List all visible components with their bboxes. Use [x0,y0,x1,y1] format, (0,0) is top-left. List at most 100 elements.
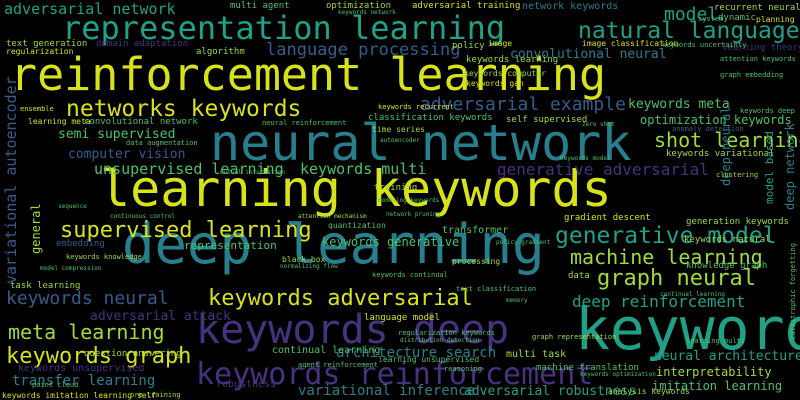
word: graph neural [597,266,756,291]
word: keywords recurrent [378,103,454,111]
word: deep reinforcement [572,292,746,311]
word: keywords learning [466,55,559,65]
word: transformer [442,225,509,236]
word: image classification [582,39,679,48]
word: text generation [6,39,88,49]
word: black box [282,255,326,264]
word: attention keywords [720,55,796,63]
word: natural language [578,18,800,44]
word: model [664,4,719,25]
word: regularization [6,47,74,56]
word: text classification [456,285,537,293]
word: generation keywords [686,217,789,227]
word: representation [184,239,277,252]
word: learning keywords [100,160,612,218]
word: keywords multi [300,160,427,178]
word: model based [763,131,776,204]
word: robustness [216,379,277,390]
word: meta learning [8,320,165,344]
word: keywords model [560,155,611,162]
word: classification keywords [368,113,493,123]
word: imitation learning [652,379,783,393]
word: unsupervised learning [94,160,284,178]
word: computer vision [68,147,186,162]
word: reasoning [444,365,482,373]
word: keywords deep [196,307,510,353]
word: keywords variational [666,149,775,159]
word: processing [452,257,501,266]
word: memory [506,297,528,304]
word: convolutional network [84,117,198,127]
word: knowledge graph [686,261,768,271]
word: domain adaptation [96,39,189,49]
word: dynamic [718,13,756,23]
word: machine translation [536,363,639,373]
word: policy [452,41,485,51]
word: supervised learning [60,218,312,243]
word: generative model [555,223,777,249]
word: learning unsupervised [378,355,480,364]
word: adversarial attack [90,309,231,324]
word: keywords continual [372,271,448,279]
word: keywords natural [684,235,771,245]
word: graph embedding [720,71,784,79]
word: ensemble [20,105,54,113]
word: interpretability [656,365,772,379]
word: multi task [506,349,567,360]
word: sequence [58,203,87,210]
word: quantization [328,221,386,230]
word: time series [372,125,425,134]
word: adversarial example [420,94,626,115]
word: data augmentation [126,139,198,147]
word: gradient descent [564,213,651,223]
word: question answering [84,349,182,359]
word: keywords gan [466,79,524,88]
word: semi supervised [58,127,176,142]
word: task learning [10,281,81,291]
word: system [698,15,724,23]
word: continual learning [272,345,381,356]
word: keywords adversarial [208,286,473,311]
word: reinforcement learning [10,48,607,101]
word: learning theory [722,43,800,53]
word: continual learning [660,291,726,298]
word: adversarial network [4,0,176,18]
word: modeling keywords [378,197,440,204]
word: keywords graph [6,344,192,369]
word: pre training [130,391,181,399]
word: neural architecture [654,349,800,364]
word: mutual information [220,169,286,176]
word: training [374,183,418,193]
word: deep network [783,123,797,210]
word: keywords deep [740,107,795,115]
word: learning meta [28,117,91,126]
word: shot learning [654,128,800,152]
word: keywords optimization [580,371,656,378]
word: learning multi [686,337,746,345]
word: variational autoencoder [2,76,20,284]
word: neural network [210,114,632,172]
word: language processing [266,40,461,60]
word: keywords imitation learning self [2,391,157,400]
word: neural reinforcement [262,119,347,127]
word: attention mechanism [298,213,367,220]
word: adversarial training [412,1,521,11]
word: self supervised [506,115,588,125]
word: keywords computer [464,69,546,78]
word: keywords unsupervised [18,363,145,374]
word: regularization keywords [398,329,495,337]
word: keywords reinforcement [196,357,594,392]
word: optimization keywords [640,113,792,127]
word: network pruning [386,211,441,218]
word: network keywords [522,1,619,12]
word: agent reinforcement [298,361,379,369]
word: anomaly detection [672,125,744,133]
word: model compression [40,265,102,272]
word: convolutional neural [510,47,667,62]
word: catastrophic forgetting [789,243,797,340]
word: multi agent [230,1,290,11]
word: keywords knowledge [66,253,142,261]
word: recurrent neural [714,3,800,13]
word: graph representation [532,333,617,341]
